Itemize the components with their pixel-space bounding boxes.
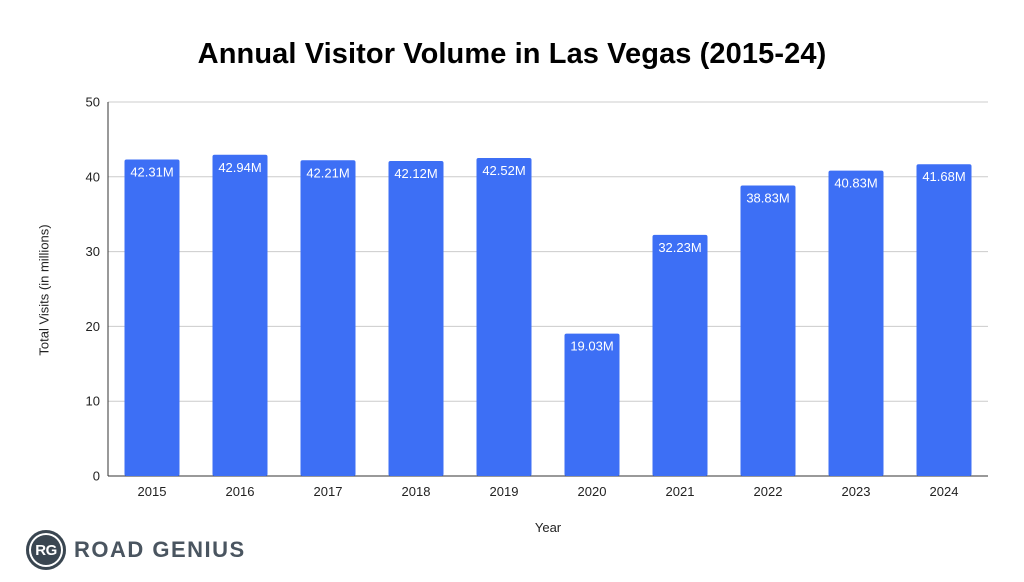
data-label: 19.03M [570, 339, 613, 354]
data-label: 41.68M [922, 169, 965, 184]
x-tick-label: 2020 [578, 484, 607, 499]
bar [124, 159, 180, 477]
data-label: 32.23M [658, 240, 701, 255]
x-axis-label: Year [534, 520, 562, 535]
x-tick-label: 2017 [314, 484, 343, 499]
x-tick-label: 2023 [842, 484, 871, 499]
brand-name: ROAD GENIUS [74, 537, 246, 562]
y-tick-label: 20 [86, 319, 100, 334]
data-label: 42.94M [218, 160, 261, 175]
brand-logo: RG ROAD GENIUS [26, 530, 246, 570]
y-tick-label: 50 [86, 95, 100, 110]
chart-title: Annual Visitor Volume in Las Vegas (2015… [197, 38, 827, 70]
bar [828, 170, 884, 476]
bar [652, 234, 708, 476]
bar [476, 157, 532, 477]
bar [212, 154, 268, 476]
y-tick-label: 30 [86, 244, 100, 259]
x-tick-label: 2016 [226, 484, 255, 499]
y-axis-label: Total Visits (in millions) [36, 224, 52, 356]
x-tick-label: 2022 [754, 484, 783, 499]
x-tick-label: 2019 [490, 484, 519, 499]
data-label: 42.12M [394, 166, 437, 181]
x-tick-label: 2018 [402, 484, 431, 499]
bar [916, 164, 972, 477]
x-tick-label: 2015 [138, 484, 167, 499]
y-tick-label: 40 [86, 169, 100, 184]
x-tick-label: 2024 [930, 484, 959, 499]
data-label: 38.83M [746, 191, 789, 206]
y-tick-label: 0 [93, 469, 100, 484]
bar [740, 185, 796, 476]
bar [388, 160, 444, 477]
data-label: 42.21M [306, 165, 349, 180]
data-label: 40.83M [834, 176, 877, 191]
bar [564, 333, 620, 476]
data-label: 42.52M [482, 163, 525, 178]
data-label: 42.31M [130, 165, 173, 180]
y-tick-label: 10 [86, 394, 100, 409]
x-tick-label: 2021 [666, 484, 695, 499]
bar [300, 160, 356, 476]
brand-badge-icon: RG [26, 530, 66, 570]
